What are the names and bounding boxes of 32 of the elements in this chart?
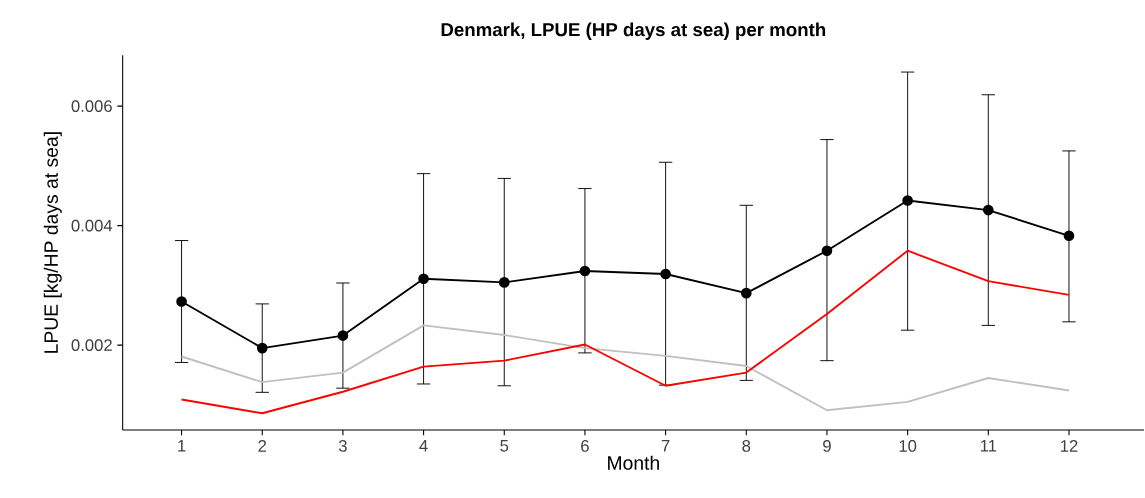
x-tick-label: 9 [823, 440, 831, 452]
point [498, 277, 510, 288]
x-tick-label: 1 [178, 440, 186, 452]
point [579, 265, 591, 277]
x-tick-label: 5 [500, 440, 509, 452]
x-tick-label: 2 [258, 440, 267, 452]
y-tick-label: 0.004 [71, 219, 113, 232]
x-tick-label: 4 [419, 440, 428, 452]
point [176, 296, 187, 307]
point [256, 342, 268, 354]
point [418, 273, 429, 285]
line-series [180, 249, 1070, 415]
x-tick-label: 12 [1060, 440, 1078, 452]
point [660, 268, 671, 280]
point [337, 330, 349, 341]
point [821, 245, 833, 257]
x-tick-label: 10 [899, 440, 917, 452]
x-tick-label: 11 [980, 440, 997, 452]
x-tick-label: 3 [338, 440, 347, 452]
y-tick-label: 0.002 [71, 339, 112, 352]
y-tick-label: 0.006 [71, 100, 112, 113]
x-tick-label: 7 [661, 440, 670, 452]
point [982, 204, 994, 216]
point [1063, 230, 1075, 242]
x-axis-title: Month [608, 455, 659, 470]
x-tick-label: 6 [581, 440, 589, 452]
point [740, 287, 752, 299]
point [902, 195, 913, 206]
x-tick-label: 8 [742, 440, 751, 452]
y-axis-title: LPUE [kg/HP days at sea] [43, 132, 62, 353]
chart-title: Denmark, LPUE (HP days at sea) per month [441, 22, 826, 40]
line-series [180, 324, 1070, 412]
